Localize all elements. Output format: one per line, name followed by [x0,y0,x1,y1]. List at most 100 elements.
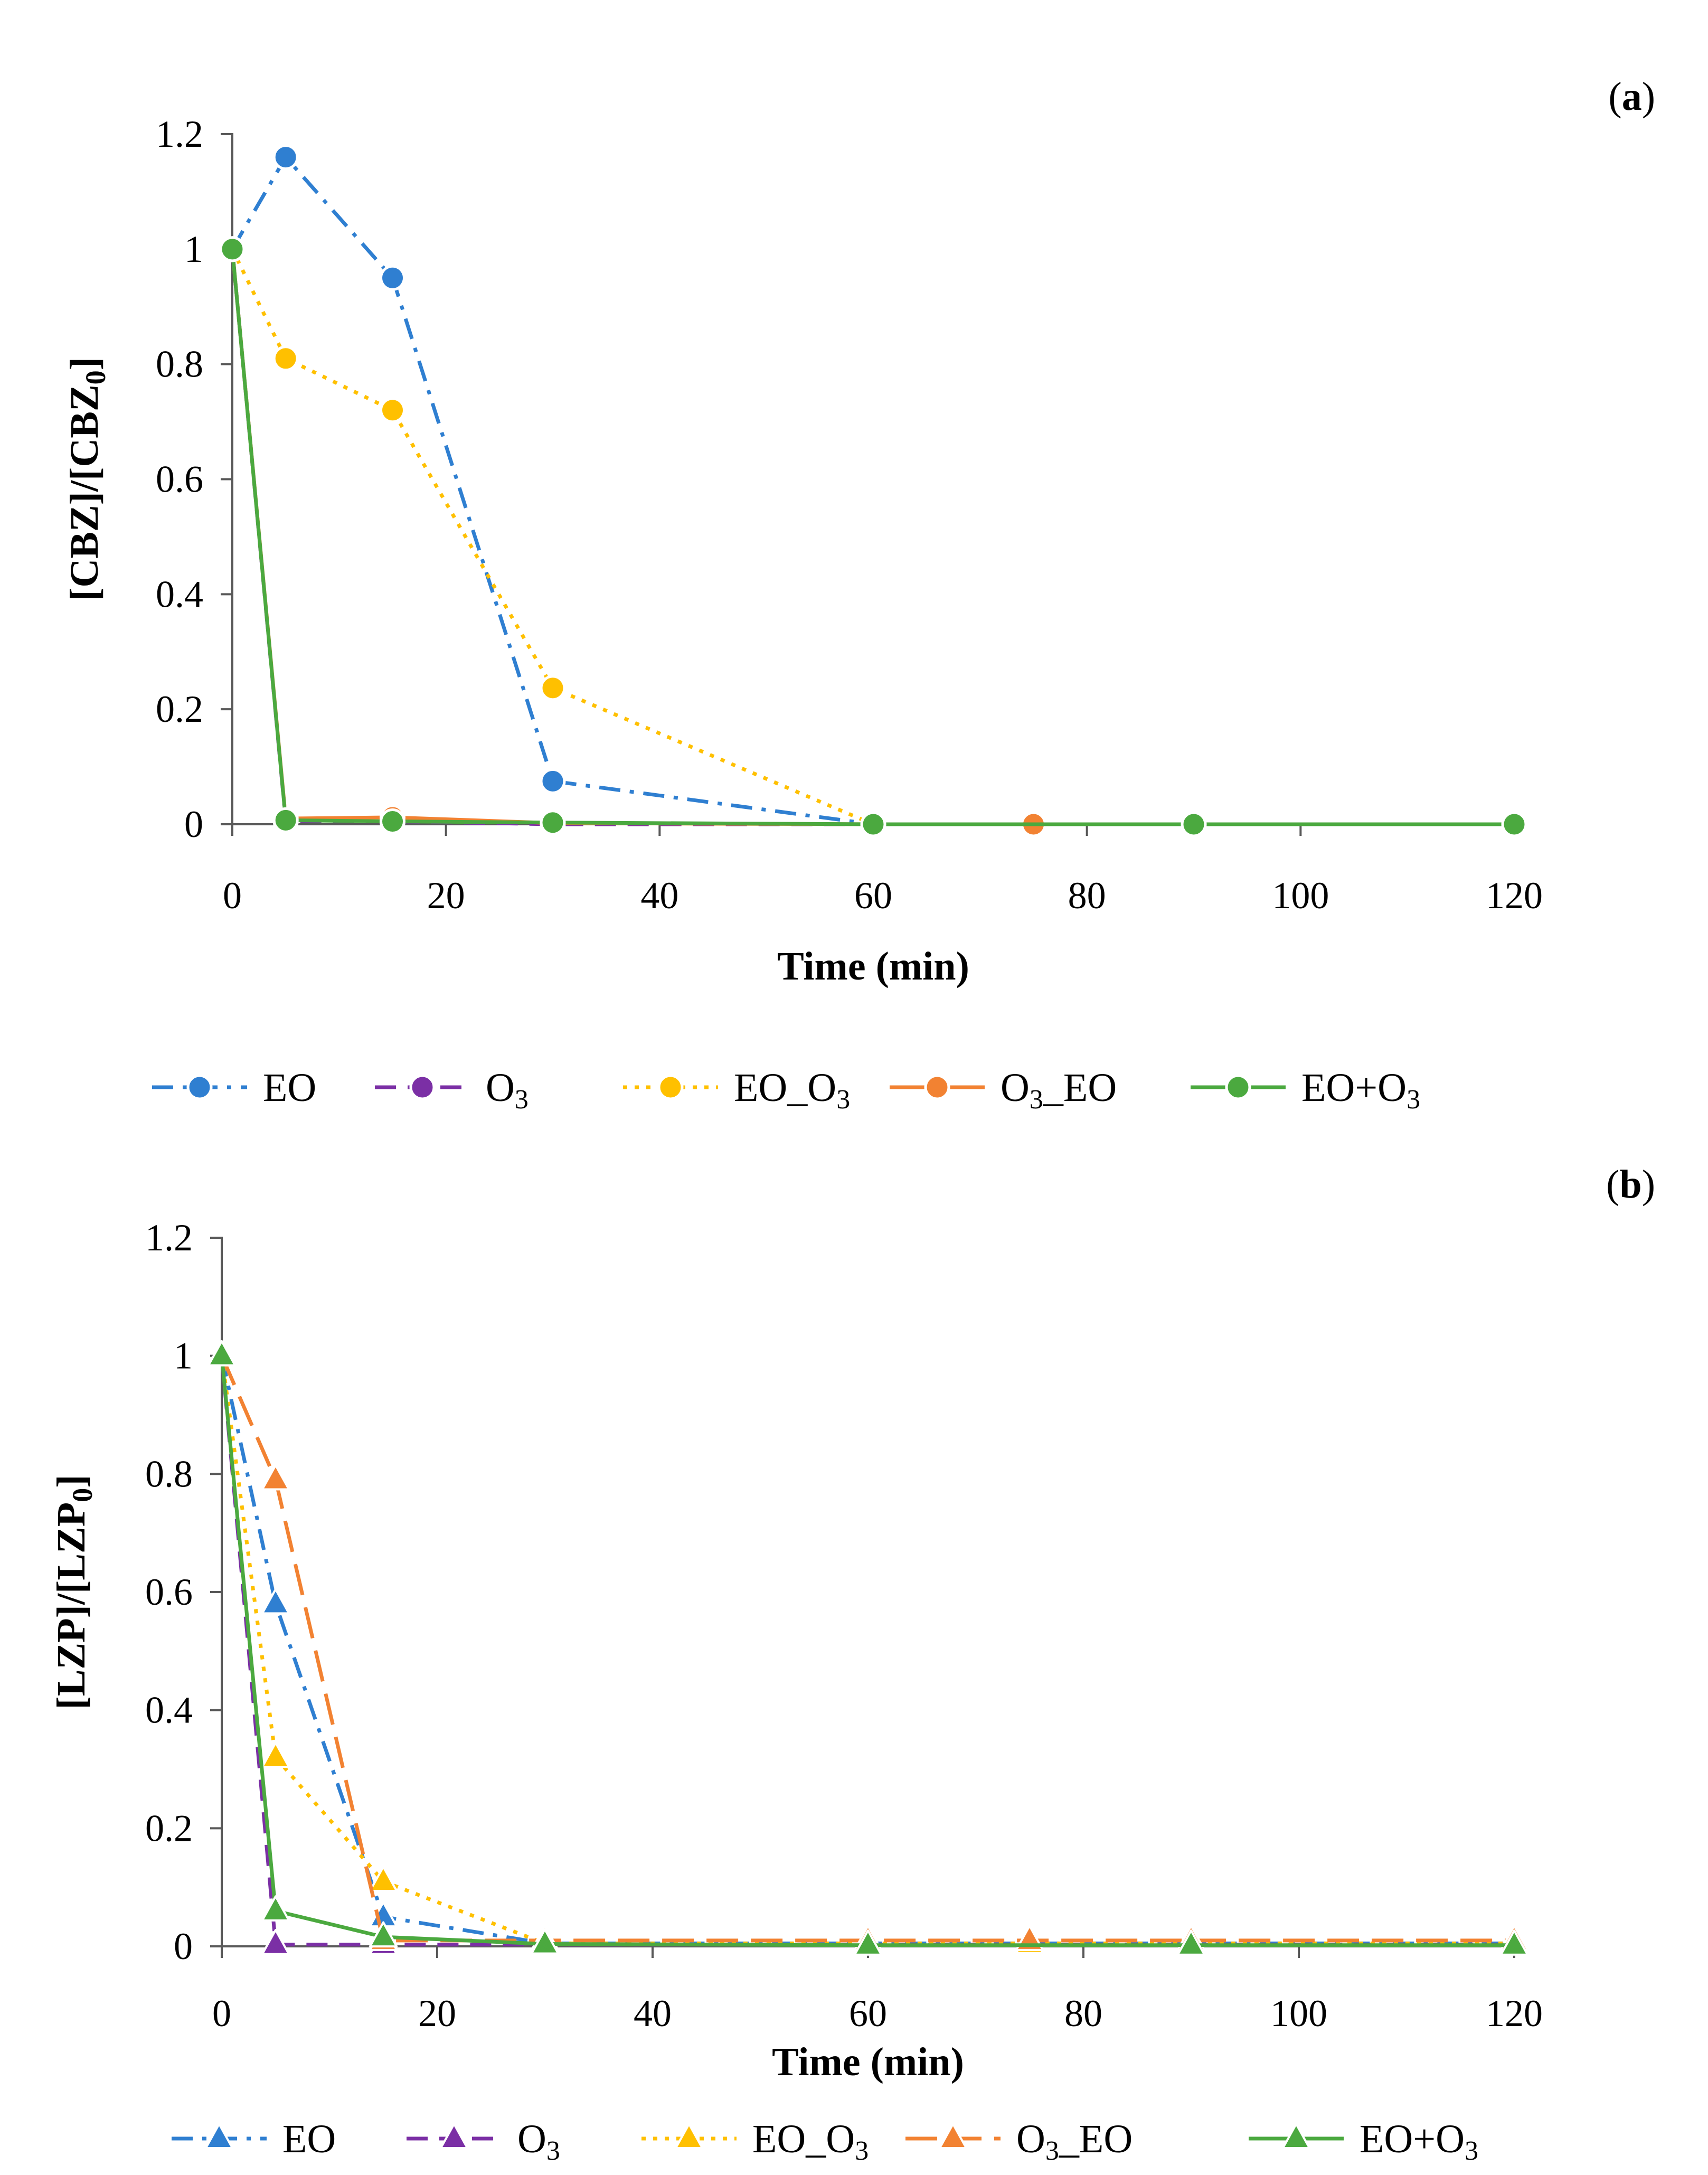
y-tick-label: 1.2 [145,1217,193,1259]
x-tick-label: 80 [1064,1992,1102,2035]
y-tick-label: 0 [184,803,203,845]
legend-marker [924,1074,950,1100]
legend-label: EO+O3 [1301,1066,1420,1115]
y-tick-label: 0.2 [156,688,203,730]
legend-item: EO_O3 [641,2117,869,2166]
legend-label: EO [263,1066,316,1110]
legend-marker [1225,1074,1251,1100]
series-o3-eo [219,236,1527,837]
x-tick-label: 80 [1068,874,1106,917]
series-line [220,1355,1514,1945]
legend-marker [439,2123,469,2149]
y-axis-title: [CBZ]/[CBZ0] [62,357,111,601]
data-point [261,1741,290,1768]
y-tick-label: 0.4 [156,573,203,615]
legend-label: O3_EO [1001,1066,1117,1115]
legend-marker [186,1074,213,1100]
series-line [230,249,1514,826]
data-point [1181,811,1207,837]
x-tick-label: 0 [223,874,242,917]
legend-item: O3 [375,1066,529,1115]
series-line [230,249,1514,826]
data-point [261,1929,290,1955]
legend-label: EO_O3 [752,2117,869,2166]
y-tick-label: 0.4 [145,1689,193,1731]
legend-label: EO_O3 [734,1066,850,1115]
data-point [272,144,299,171]
series-line [230,249,1514,826]
chart-panel-b: (b) 0 0.2 0.4 0.6 0.8 1 1.2 0 20 40 60 80 100 120 Time … [49,1162,1655,2166]
x-tick-label: 0 [212,1992,231,2035]
x-tick-label: 60 [854,874,892,917]
legend-label: O3_EO [1016,2117,1133,2166]
series-line [230,155,1514,826]
data-point [1499,1929,1529,1956]
series-eo-o3 [219,236,1527,837]
data-point [540,768,566,794]
x-tick-label: 40 [640,874,678,917]
y-tick-label: 0.8 [156,343,203,385]
x-tick-label: 40 [634,1992,672,2035]
data-point [369,1921,398,1948]
series-o3 [219,236,1527,837]
data-point [369,1866,398,1892]
data-point [853,1929,883,1956]
legend-label: EO [282,2117,336,2161]
legend-label: O3 [517,2117,560,2166]
data-point [207,1340,237,1367]
y-tick-label: 1 [174,1335,193,1377]
data-point [261,1895,290,1922]
x-tick-label: 120 [1486,874,1543,917]
legend-marker [674,2123,704,2149]
legend-item: EO_O3 [623,1066,850,1115]
series-line [220,1355,1514,1947]
y-tick-label: 0.6 [145,1571,193,1613]
x-axis-title: Time (min) [777,944,969,988]
data-point [1176,1929,1206,1956]
series-eo-o3 [207,1340,1529,1954]
data-point [380,397,405,423]
series-line [220,1355,1514,1943]
y-tick-label: 0 [174,1925,193,1967]
legend-marker [657,1074,684,1100]
series-o3 [207,1340,1529,1955]
data-point [540,675,566,701]
legend-marker [204,2123,234,2149]
legend-item: EO+O3 [1191,1066,1420,1115]
legend-item: EO [152,1066,316,1110]
legend-item: O3_EO [905,2117,1133,2166]
legend-marker [938,2123,968,2149]
legend-marker [409,1074,436,1100]
panel-label: (a) [1608,74,1655,119]
legend-label: EO+O3 [1360,2117,1478,2166]
data-point [219,236,246,262]
data-point [261,1464,290,1491]
data-point [272,807,299,833]
legend-item: EO [172,2117,336,2161]
data-point [380,808,405,835]
x-tick-label: 60 [849,1992,887,2035]
y-tick-label: 0.8 [145,1453,193,1495]
series-line [220,1355,1514,1947]
legend: EO O3 EO_O3 O3_EO EO+O3 [172,2117,1478,2166]
x-tick-label: 120 [1486,1992,1543,2035]
x-tick-label: 100 [1270,1992,1327,2035]
y-tick-label: 0.6 [156,458,203,501]
series-eo [207,1340,1529,1954]
series-line [230,248,1514,826]
x-tick-label: 100 [1272,874,1329,917]
x-tick-label: 20 [418,1992,456,2035]
legend-item: EO+O3 [1249,2117,1478,2166]
data-point [261,1588,290,1615]
data-point [540,809,566,836]
data-point [272,345,299,372]
y-tick-label: 1.2 [156,113,203,155]
data-point [860,811,886,837]
series-eo-o3 [219,236,1527,837]
data-point [1501,811,1527,837]
series-eo-o3 [207,1340,1529,1956]
y-axis-title: [LZP]/[LZP0] [49,1475,98,1710]
legend-marker [1281,2123,1311,2149]
legend-item: O3 [407,2117,560,2166]
